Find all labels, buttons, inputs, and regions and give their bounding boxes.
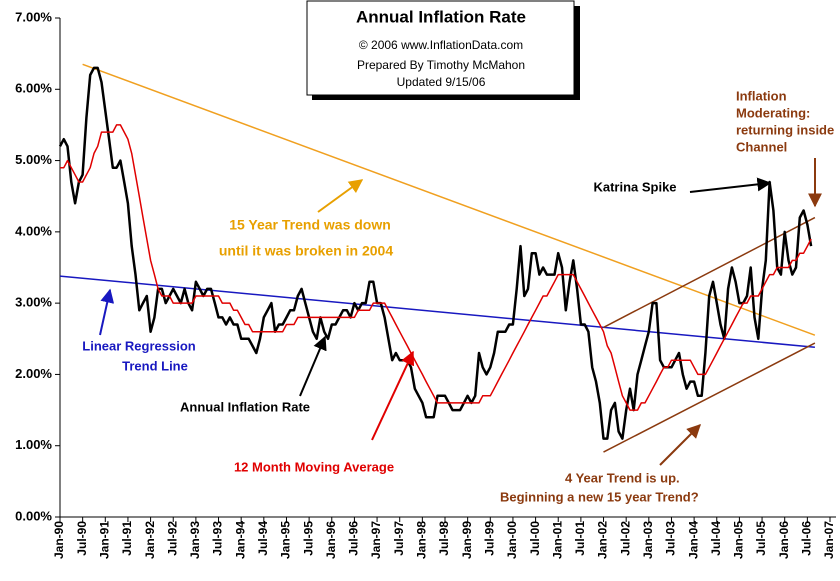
y-tick-label: 7.00% (15, 9, 52, 24)
x-tick-label: Jul-93 (211, 521, 225, 556)
x-tick-label: Jan-02 (596, 521, 610, 559)
y-tick-label: 3.00% (15, 295, 52, 310)
x-tick-label: Jul-95 (301, 521, 315, 556)
series-line (58, 66, 813, 440)
x-tick-label: Jul-02 (618, 521, 632, 556)
chart-title: Annual Inflation Rate (356, 7, 526, 26)
annotation: Linear Regression (82, 338, 195, 353)
x-tick-label: Jan-99 (460, 521, 474, 559)
annotation: 12 Month Moving Average (234, 459, 394, 474)
y-tick-label: 5.00% (15, 152, 52, 167)
x-tick-label: Jan-01 (550, 521, 564, 559)
title-frame (306, 0, 575, 96)
arrow (299, 335, 327, 397)
x-tick-label: Jan-94 (233, 521, 247, 559)
x-tick-label: Jan-96 (324, 521, 338, 559)
y-tick-label: 1.00% (15, 437, 52, 452)
x-tick-label: Jan-91 (97, 521, 111, 559)
arrow (659, 424, 701, 466)
x-tick-label: Jul-01 (573, 521, 587, 556)
title-box: Annual Inflation Rate © 2006 www.Inflati… (306, 0, 580, 100)
annotation: Beginning a new 15 year Trend? (500, 489, 699, 504)
subtitle: © 2006 www.InflationData.com (359, 38, 523, 52)
subtitle: Prepared By Timothy McMahon (357, 58, 525, 72)
trend-line (603, 216, 816, 329)
annotation: Channel (736, 139, 787, 154)
x-tick-label: Jul-90 (75, 521, 89, 556)
x-tick-label: Jan-98 (415, 521, 429, 559)
x-tick-label: Jul-03 (664, 521, 678, 556)
annotation: Annual Inflation Rate (180, 399, 310, 414)
x-tick-label: Jan-06 (777, 521, 791, 559)
x-tick-label: Jul-96 (347, 521, 361, 556)
plot-area: 0.00% 1.00% 2.00% 3.00% 4.00% 5.00% 6.00% 7.00%… (15, 9, 836, 559)
x-tick-label: Jul-04 (709, 521, 723, 556)
trend-line (82, 63, 816, 336)
x-tick-label: Jul-92 (165, 521, 179, 556)
series-line (60, 124, 812, 411)
x-tick-label: Jan-03 (641, 521, 655, 559)
x-tick-label: Jan-95 (279, 521, 293, 559)
x-tick-label: Jan-07 (822, 521, 836, 559)
annotation-arrows (99, 158, 822, 466)
x-tick-label: Jul-00 (528, 521, 542, 556)
x-tick-label: Jul-99 (482, 521, 496, 556)
x-tick-label: Jul-94 (256, 521, 270, 556)
x-tick-label: Jul-91 (120, 521, 134, 556)
annotation: returning inside (736, 122, 834, 137)
subtitle: Updated 9/15/06 (397, 75, 486, 89)
x-tick-label: Jan-90 (52, 521, 66, 559)
y-tick-label: 6.00% (15, 81, 52, 96)
trend-line (603, 342, 816, 453)
x-tick-label: Jul-97 (392, 521, 406, 556)
x-tick-label: Jul-05 (754, 521, 768, 556)
x-tick-label: Jan-05 (732, 521, 746, 559)
annotation: Trend Line (122, 358, 188, 373)
y-tick-label: 0.00% (15, 508, 52, 523)
annotation: 15 Year Trend was down (229, 217, 391, 233)
y-tick-label: 2.00% (15, 366, 52, 381)
x-tick-label: Jan-97 (369, 521, 383, 559)
x-tick-label: Jan-04 (686, 521, 700, 559)
trend-line (59, 275, 815, 349)
annotation: Moderating: (736, 105, 810, 120)
arrow (99, 288, 115, 336)
arrow (371, 350, 415, 441)
x-tick-label: Jan-93 (188, 521, 202, 559)
arrow (317, 179, 364, 213)
x-tick-label: Jan-92 (143, 521, 157, 559)
annotation: Inflation (736, 88, 787, 103)
annotation: Katrina Spike (593, 179, 676, 194)
annotation: 4 Year Trend is up. (565, 470, 680, 485)
x-tick-label: Jul-06 (800, 521, 814, 556)
x-tick-label: Jan-00 (505, 521, 519, 559)
y-tick-label: 4.00% (15, 223, 52, 238)
annotation: until it was broken in 2004 (219, 243, 393, 259)
arrow (689, 177, 772, 193)
x-tick-label: Jul-98 (437, 521, 451, 556)
